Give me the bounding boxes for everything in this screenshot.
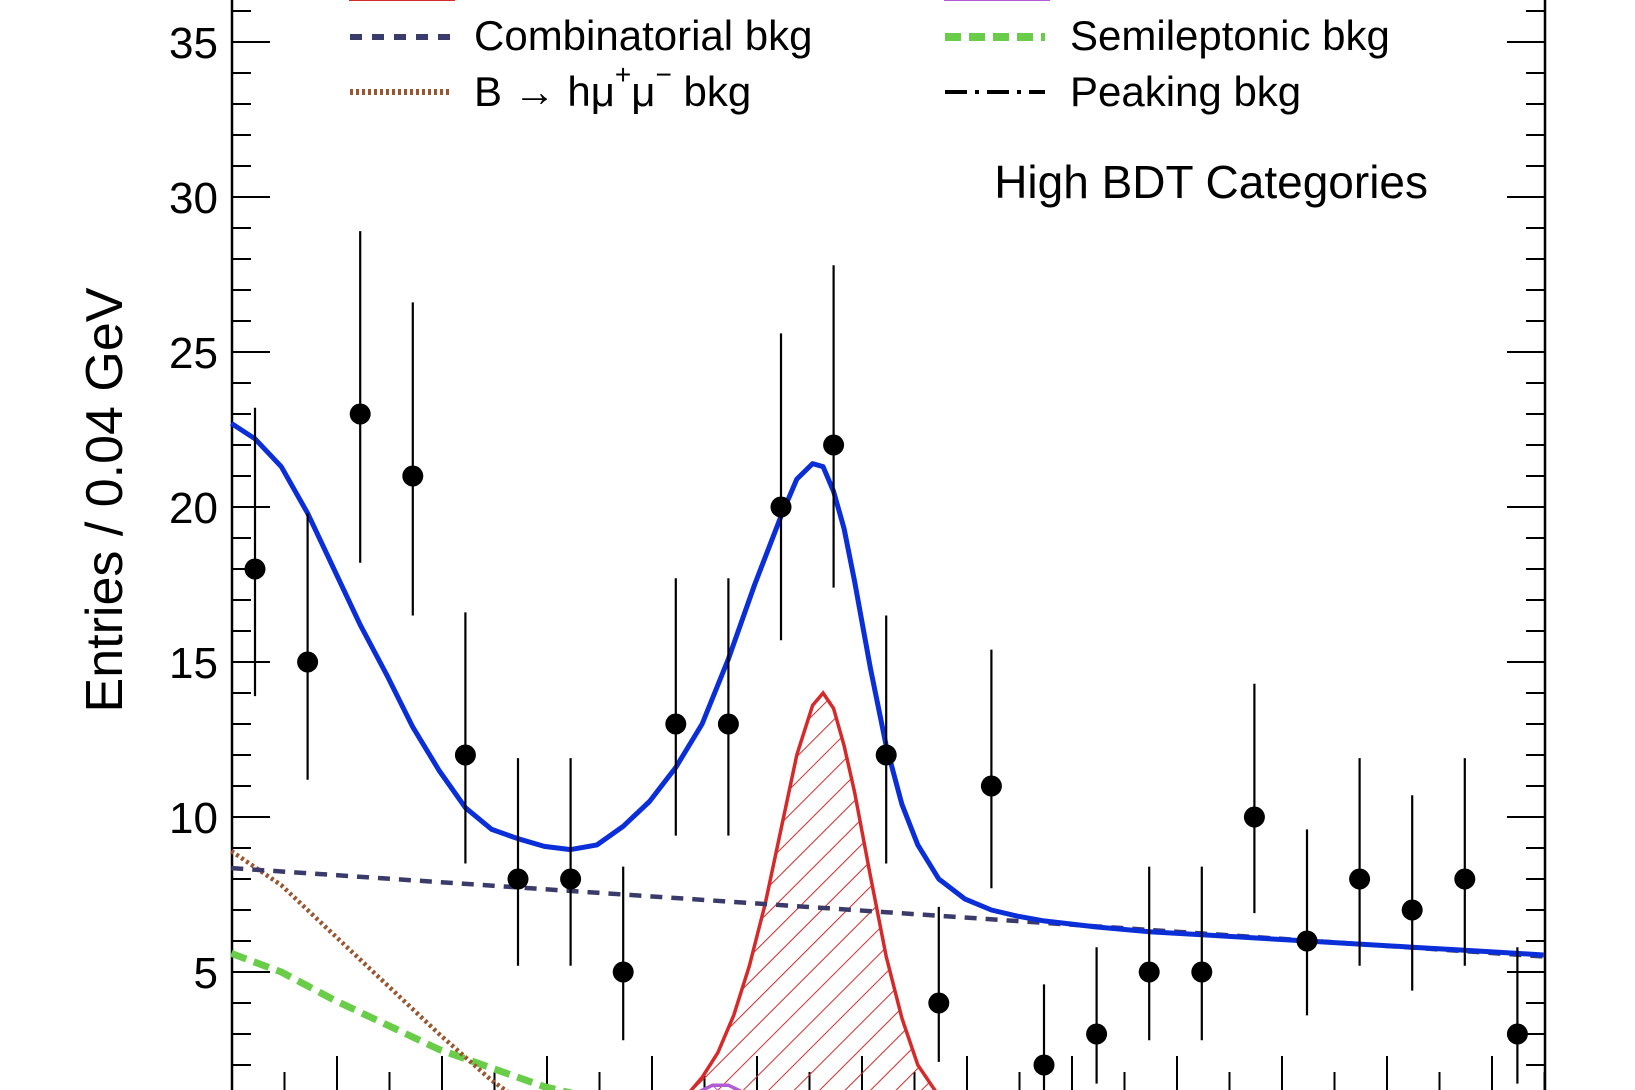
purple-component-outline — [698, 1083, 743, 1090]
category-annotation: High BDT Categories — [994, 156, 1428, 208]
data-point — [402, 465, 424, 487]
data-point — [875, 744, 897, 766]
data-point — [1243, 806, 1265, 828]
legend-label-peaking: Peaking bkg — [1070, 68, 1301, 115]
data-point — [1401, 899, 1423, 921]
data-point — [560, 868, 582, 890]
y-tick-label: 25 — [169, 329, 218, 378]
data-point — [770, 496, 792, 518]
data-point — [1033, 1054, 1055, 1076]
data-point — [454, 744, 476, 766]
plot-area — [229, 231, 1544, 1090]
data-point — [717, 713, 739, 735]
data-point — [507, 868, 529, 890]
data-point — [1506, 1023, 1528, 1045]
bhmumu-bkg-curve — [230, 849, 510, 1090]
data-point — [928, 992, 950, 1014]
data-point — [980, 775, 1002, 797]
total-fit-curve — [229, 421, 1544, 958]
semileptonic-bkg-curve — [230, 950, 574, 1090]
data-point — [665, 713, 687, 735]
y-tick-label: 20 — [169, 484, 218, 533]
y-tick-label: 5 — [194, 949, 218, 998]
data-point — [1086, 1023, 1108, 1045]
data-point — [1296, 930, 1318, 952]
legend-label-bhmumu: B → hμ+μ− bkg — [474, 59, 751, 115]
y-axis-label: Entries / 0.04 GeV — [76, 287, 134, 712]
data-point — [349, 403, 371, 425]
y-tick-label: 15 — [169, 639, 218, 688]
data-point — [1454, 868, 1476, 890]
legend-label-combinatorial: Combinatorial bkg — [474, 12, 813, 59]
y-ticks: 5 10 15 20 25 30 35 — [169, 10, 1545, 1066]
legend: Combinatorial bkg Semileptonic bkg B → h… — [349, 0, 1390, 115]
signal-area — [691, 693, 935, 1090]
y-tick-label: 10 — [169, 794, 218, 843]
data-point — [297, 651, 319, 673]
data-point — [1138, 961, 1160, 983]
y-tick-label: 30 — [169, 174, 218, 223]
data-point — [1349, 868, 1371, 890]
data-point — [823, 434, 845, 456]
legend-label-semileptonic: Semileptonic bkg — [1070, 12, 1390, 59]
data-point — [1191, 961, 1213, 983]
data-point — [244, 558, 266, 580]
data-point — [612, 961, 634, 983]
axes: 5 10 15 20 25 30 35 — [169, 0, 1547, 1090]
signal-outline — [689, 690, 937, 1090]
y-tick-label: 35 — [169, 19, 218, 68]
